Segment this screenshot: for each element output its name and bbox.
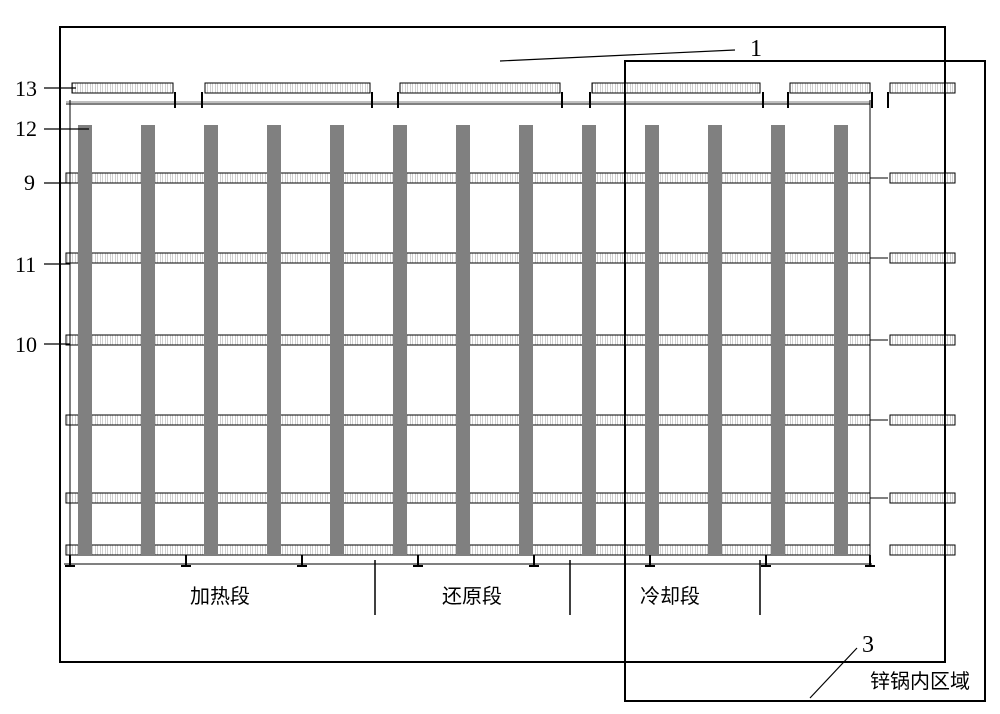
label-10: 10 — [15, 332, 37, 358]
section-reduction: 还原段 — [442, 580, 502, 609]
section-heating: 加热段 — [190, 580, 250, 609]
label-12: 12 — [15, 116, 37, 142]
section-zinc-pot: 锌锅内区域 — [870, 665, 970, 694]
label-9: 9 — [24, 170, 35, 196]
label-11: 11 — [15, 252, 36, 278]
label-13: 13 — [15, 76, 37, 102]
section-cooling: 冷却段 — [640, 580, 700, 609]
diagram-container: 13 12 9 11 10 1 3 加热段 还原段 冷却段 锌锅内区域 — [0, 0, 1000, 714]
label-3: 3 — [862, 632, 874, 659]
label-1: 1 — [750, 36, 762, 63]
